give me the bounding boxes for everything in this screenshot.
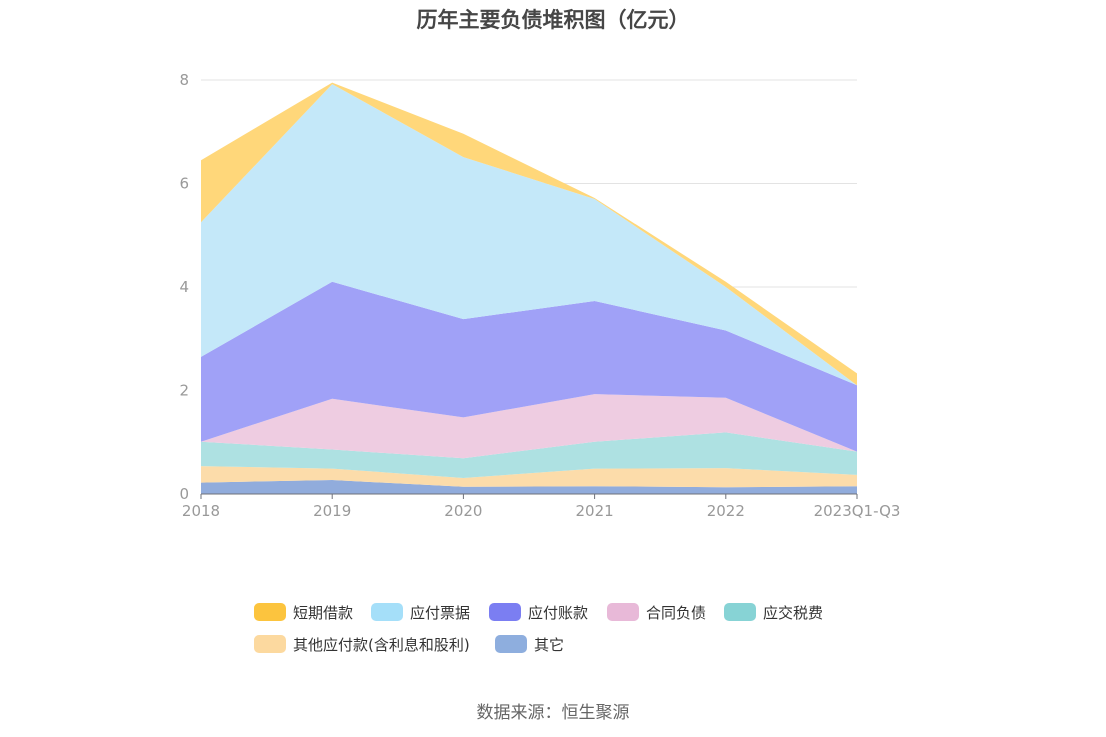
y-tick-label: 4 — [179, 278, 189, 296]
legend-swatch — [371, 603, 403, 621]
x-tick-label: 2023Q1-Q3 — [814, 502, 901, 520]
legend-label: 应付票据 — [410, 603, 471, 622]
legend-label: 短期借款 — [293, 603, 354, 622]
x-tick-label: 2018 — [182, 502, 220, 520]
legend-swatch — [254, 635, 286, 653]
legend-item-short-term-loans[interactable]: 短期借款 — [254, 600, 353, 624]
stacked-area-chart: 0 2 4 6 8 2018 2019 2020 2021 2022 2023Q1-Q3 — [179, 71, 900, 520]
y-tick-label: 2 — [179, 382, 189, 400]
legend-swatch — [495, 635, 527, 653]
x-tick-label: 2020 — [444, 502, 482, 520]
area-series-其它[interactable] — [201, 480, 857, 494]
legend-label: 其它 — [534, 635, 565, 654]
data-source-note: 数据来源：恒生聚源 — [476, 703, 630, 723]
area-series-应付账款[interactable] — [201, 281, 857, 452]
y-tick-label: 0 — [179, 485, 189, 503]
legend-item-contract-liabilities[interactable]: 合同负债 — [607, 600, 706, 624]
area-series-应交税费[interactable] — [201, 432, 857, 478]
area-series-应付票据[interactable] — [201, 84, 857, 386]
area-series-合同负债[interactable] — [201, 394, 857, 459]
y-tick-label: 6 — [179, 175, 189, 193]
chart-title: 历年主要负债堆积图（亿元） — [416, 8, 690, 32]
legend-item-other-payables[interactable]: 其他应付款(含利息和股利) — [254, 632, 470, 656]
legend-item-notes-payable[interactable]: 应付票据 — [371, 600, 470, 624]
area-series-其他应付款(含利息和股利)[interactable] — [201, 466, 857, 488]
y-tick-label: 8 — [179, 71, 189, 89]
legend-label: 其他应付款(含利息和股利) — [293, 635, 470, 654]
legend-label: 应交税费 — [763, 603, 824, 622]
x-tick-label: 2022 — [707, 502, 745, 520]
legend-label: 应付账款 — [528, 603, 589, 622]
legend-swatch — [489, 603, 521, 621]
legend-swatch — [254, 603, 286, 621]
x-tick-label: 2021 — [576, 502, 614, 520]
legend-swatch — [607, 603, 639, 621]
legend-item-others[interactable]: 其它 — [495, 632, 564, 656]
legend-item-taxes-payable[interactable]: 应交税费 — [724, 600, 823, 624]
legend-label: 合同负债 — [646, 603, 707, 622]
legend-item-accounts-payable[interactable]: 应付账款 — [489, 600, 588, 624]
legend-swatch — [724, 603, 756, 621]
area-series — [201, 82, 857, 494]
x-tick-label: 2019 — [313, 502, 351, 520]
axes: 0 2 4 6 8 2018 2019 2020 2021 2022 2023Q1-Q3 — [179, 71, 900, 520]
